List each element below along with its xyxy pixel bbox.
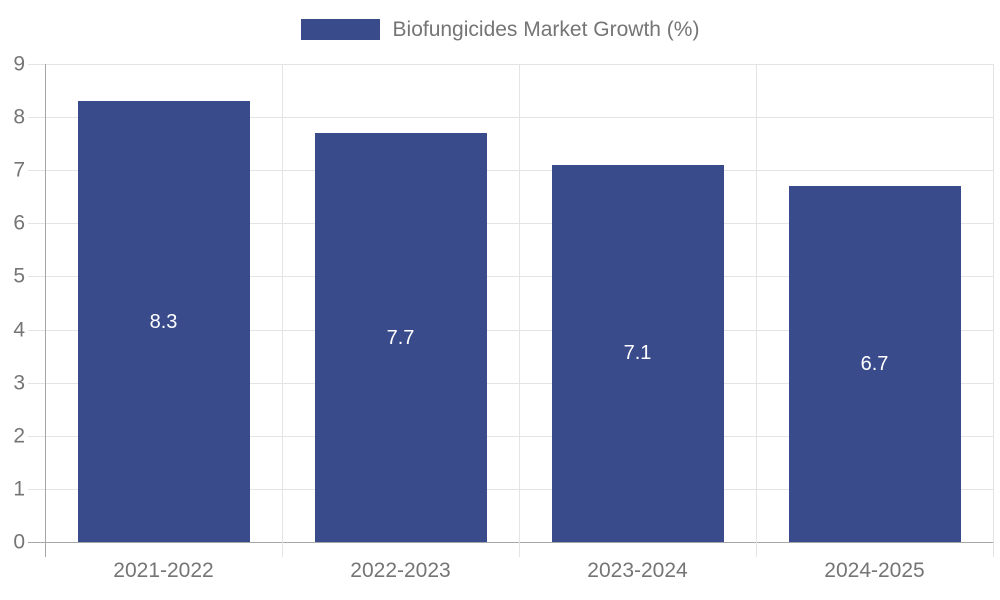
- bar: [77, 101, 250, 542]
- y-axis-tick: [28, 488, 45, 490]
- y-axis-tick: [28, 64, 45, 65]
- y-tick-label: 3: [13, 371, 25, 395]
- y-tick-label: 2: [13, 424, 25, 448]
- y-tick-label: 6: [13, 211, 25, 235]
- bar-value-label: 7.7: [386, 326, 415, 349]
- y-axis-tick: [28, 117, 45, 119]
- y-axis-tick: [28, 223, 45, 225]
- x-gridline: [282, 64, 283, 542]
- x-tick-label: 2021-2022: [113, 559, 214, 582]
- y-axis-tick: [28, 435, 45, 437]
- x-tick-label: 2023-2024: [587, 559, 688, 582]
- x-axis-tick: [45, 542, 46, 557]
- y-axis-tick: [28, 329, 45, 331]
- legend-label: Biofungicides Market Growth (%): [392, 18, 700, 41]
- y-tick-label: 4: [13, 318, 25, 342]
- x-gridline: [45, 64, 46, 542]
- bar: [314, 133, 487, 542]
- y-axis-tick: [28, 382, 45, 384]
- y-axis-tick: [28, 542, 45, 543]
- y-axis-tick: [28, 170, 45, 172]
- x-axis-tick: [756, 542, 757, 557]
- y-tick-label: 7: [13, 158, 25, 182]
- x-gridline: [756, 64, 757, 542]
- x-gridline: [993, 64, 994, 542]
- x-gridline: [519, 64, 520, 542]
- bar: [788, 186, 961, 542]
- y-tick-label: 9: [13, 52, 25, 76]
- legend-swatch-icon: [300, 19, 380, 40]
- x-axis-tick: [993, 542, 994, 557]
- bar-value-label: 7.1: [623, 342, 652, 365]
- legend[interactable]: Biofungicides Market Growth (%): [0, 19, 1000, 40]
- y-axis-tick: [28, 276, 45, 278]
- x-tick-label: 2024-2025: [824, 559, 925, 582]
- y-tick-label: 1: [13, 477, 25, 501]
- bar-value-label: 6.7: [860, 353, 889, 376]
- x-axis-tick: [282, 542, 283, 557]
- y-tick-label: 5: [13, 264, 25, 288]
- bar-value-label: 8.3: [149, 310, 178, 333]
- y-tick-label: 8: [13, 105, 25, 129]
- y-tick-label: 0: [13, 530, 25, 554]
- x-tick-label: 2022-2023: [350, 559, 451, 582]
- bar: [551, 164, 724, 542]
- x-axis-tick: [519, 542, 520, 557]
